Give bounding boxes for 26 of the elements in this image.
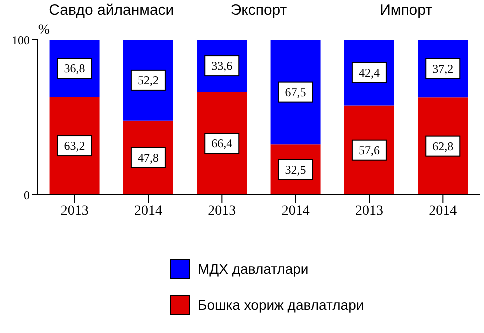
data-label: 67,5 [285, 85, 306, 100]
legend-label: Бошка хориж давлатлари [198, 297, 364, 313]
x-tick-label: 2014 [429, 204, 458, 219]
data-label: 36,8 [64, 62, 86, 76]
data-label: 52,2 [138, 73, 159, 88]
data-label: 42,4 [358, 66, 380, 80]
x-tick-label: 2014 [134, 204, 162, 219]
y-tick-label: 0 [24, 188, 30, 202]
x-tick-label: 2013 [60, 204, 89, 219]
data-label: 33,6 [212, 59, 233, 74]
text: Экспорт [230, 2, 288, 19]
y-tick-label: 100 [12, 33, 30, 48]
data-label: 62,8 [432, 139, 454, 154]
x-tick-label: 2013 [356, 204, 384, 219]
x-tick-label: 2014 [282, 204, 310, 219]
data-label: 66,4 [212, 136, 233, 151]
legend-label: МДХ давлатлари [198, 261, 309, 277]
data-label: 63,2 [64, 139, 86, 154]
text: Импорт [379, 2, 434, 19]
data-label: 32,5 [285, 162, 306, 177]
y-axis-title: % [38, 22, 50, 38]
x-tick-label: 2013 [208, 204, 236, 219]
data-label: 57,6 [358, 143, 380, 158]
data-label: 37,2 [432, 62, 454, 76]
data-label: 47,8 [138, 150, 159, 165]
text: Савдо айланмаси [48, 2, 176, 19]
